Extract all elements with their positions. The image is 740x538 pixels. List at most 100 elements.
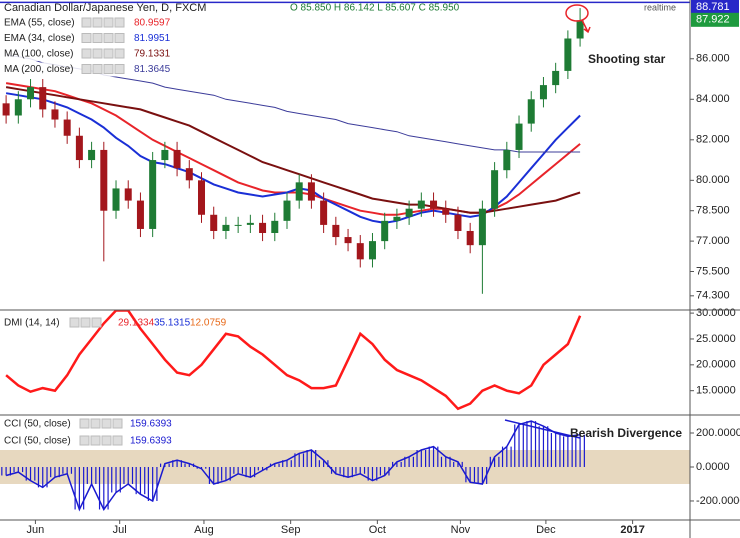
candle-body — [75, 135, 83, 161]
legend-icon — [103, 64, 114, 74]
y-tick-label: 84.000 — [696, 93, 730, 105]
price-label-box — [691, 12, 739, 27]
realtime-label: realtime — [644, 2, 676, 12]
candle-body — [198, 180, 206, 215]
cci-band — [0, 450, 690, 484]
candle-body — [344, 237, 352, 244]
candle-body — [491, 170, 499, 209]
candle-body — [295, 182, 303, 201]
value-axis: 30.0000 25.0000 20.0000 15.0000 — [690, 307, 736, 397]
candle-body — [283, 200, 291, 221]
candle-body — [246, 222, 254, 225]
y-tick-label: 80.000 — [696, 174, 730, 186]
y-tick-label: 15.0000 — [696, 385, 736, 397]
legend-icon — [92, 33, 103, 43]
candle-body — [417, 200, 425, 209]
y-tick-label: 74.300 — [696, 290, 730, 302]
y-tick-label: 30.0000 — [696, 307, 736, 319]
value-axis: 200.0000 0.0000 -200.0000 — [690, 427, 740, 507]
candle-body — [381, 220, 389, 242]
legend-name: EMA (34, close) — [4, 33, 75, 44]
candle-body — [454, 214, 462, 231]
price-label: 88.781 — [696, 1, 730, 13]
dmi-line — [5, 310, 582, 411]
value-axis: 86.000 84.000 82.000 80.000 78.500 77.000 75.5… — [690, 0, 739, 302]
y-tick-label: 0.0000 — [696, 461, 730, 473]
legend-value: 81.9951 — [134, 33, 171, 44]
x-tick-label: Nov — [451, 524, 471, 536]
legend-icon — [90, 418, 101, 429]
legend-icon — [114, 33, 125, 43]
panel — [5, 310, 582, 411]
candle-body — [63, 119, 71, 136]
divergence-line — [504, 419, 581, 439]
candle-body — [356, 243, 364, 260]
ohlc: O 85.850 H 86.142 L 85.607 C 85.950 — [290, 3, 460, 14]
y-tick-label: 25.0000 — [696, 333, 736, 345]
candle-body — [368, 241, 376, 260]
legend-icon — [92, 64, 103, 74]
panel — [2, 8, 584, 294]
candle-body — [442, 208, 450, 215]
candle-body — [149, 160, 157, 229]
legend-icon — [81, 48, 92, 59]
candle-body — [552, 70, 560, 86]
candle-body — [393, 216, 401, 221]
legend-value: 79.1331 — [134, 49, 171, 60]
candle-body — [527, 99, 535, 124]
candle-body — [478, 208, 486, 246]
candle-body — [136, 200, 144, 229]
legend-value: 81.3645 — [134, 64, 171, 75]
y-tick-label: 200.0000 — [696, 427, 740, 439]
price-label: 87.922 — [696, 14, 730, 26]
legend-icon — [103, 17, 114, 28]
legend-icon — [112, 418, 123, 429]
legend-value: 159.6393 — [130, 419, 172, 430]
candle-body — [27, 87, 35, 100]
candle-body — [466, 230, 474, 246]
legend-icon — [92, 48, 103, 59]
legend-name: EMA (55, close) — [4, 18, 75, 29]
candle-body — [234, 224, 242, 226]
x-tick-label: Dec — [536, 524, 556, 536]
candle-body — [100, 149, 108, 211]
x-tick-label: 2017 — [620, 524, 644, 536]
y-tick-label: 86.000 — [696, 53, 730, 65]
x-tick-label: Aug — [194, 524, 214, 536]
legend-icon — [80, 317, 91, 328]
x-tick-label: Jul — [113, 524, 127, 536]
candle-body — [161, 149, 169, 161]
candle-body — [515, 123, 523, 150]
legend-name: CCI (50, close) — [4, 436, 71, 447]
legend-value: 80.9597 — [134, 18, 171, 29]
legend-icon — [91, 317, 102, 328]
legend-icon — [103, 48, 114, 59]
candle-body — [332, 224, 340, 238]
candle-body — [576, 20, 584, 39]
candle-body — [320, 200, 328, 225]
cci-line — [5, 420, 581, 512]
candle-body — [271, 220, 279, 234]
highlight-circle — [565, 4, 589, 22]
panel — [0, 420, 690, 512]
candle-body — [185, 168, 193, 181]
candle-body — [88, 149, 96, 161]
legend-icon — [103, 33, 114, 43]
legend-value: 35.1315 — [154, 318, 191, 329]
candle-body — [39, 87, 47, 110]
annotation: Bearish Divergence — [570, 426, 682, 440]
legend-icon — [114, 17, 125, 28]
candle-body — [51, 109, 59, 120]
candle-body — [503, 149, 511, 171]
candle-body — [405, 208, 413, 217]
legend-value: 12.0759 — [190, 318, 227, 329]
legend-name: MA (200, close) — [4, 64, 73, 75]
x-tick-label: Jun — [27, 524, 45, 536]
y-tick-label: 20.0000 — [696, 359, 736, 371]
legend-icon — [81, 17, 92, 28]
legend-icon — [69, 317, 80, 328]
candle-body — [14, 99, 22, 116]
annotation: Shooting star — [588, 52, 666, 66]
legend-value: 29.1334 — [118, 318, 155, 329]
